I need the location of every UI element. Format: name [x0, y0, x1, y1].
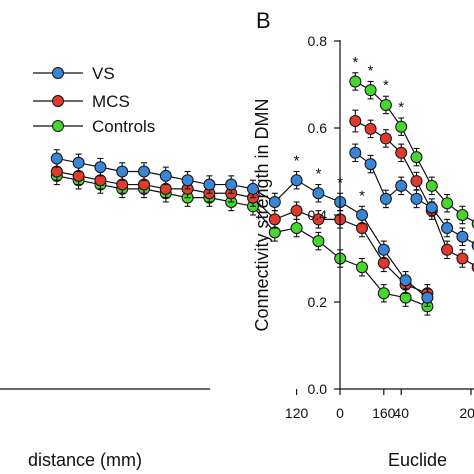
panel-b-point-vs	[364, 158, 377, 171]
legend-marker-controls	[52, 120, 64, 132]
panel-a-x-ticks: 120 160 200	[285, 389, 474, 421]
panel-a-series	[50, 149, 434, 316]
panel-b-point-vs	[410, 192, 423, 205]
panel-b-point-vs	[456, 230, 469, 243]
legend-marker-vs	[52, 67, 64, 79]
panel-b-point-vs	[349, 146, 362, 159]
panel-a-point-vs	[203, 178, 216, 191]
panel-a-point-controls	[312, 235, 325, 248]
panel-b-x-tick-label: 0	[336, 405, 344, 421]
panel-b-label: B	[256, 8, 271, 33]
panel-b-point-controls	[425, 179, 438, 192]
legend-label-mcs: MCS	[92, 92, 130, 111]
panel-b-y-tick-label: 0.6	[308, 120, 328, 136]
legend-marker-mcs	[52, 95, 64, 107]
panel-b-significance-star: *	[368, 62, 374, 79]
panel-b-y-tick-label: 0.4	[308, 207, 328, 223]
panel-b-point-mcs	[364, 122, 377, 135]
panel-a-point-controls	[356, 261, 368, 274]
panel-b-y-tick-label: 0.8	[308, 33, 328, 49]
legend-item-vs: VS	[33, 64, 115, 83]
panel-a-x-axis-label: distance (mm)	[28, 450, 142, 470]
panel-a-significance-marks: ****	[294, 153, 365, 205]
panel-b-point-vs	[425, 201, 438, 214]
panel-b-significance-star: *	[398, 99, 404, 116]
panel-b-series-line-mcs	[355, 120, 474, 266]
panel-a-significance-star: *	[315, 166, 321, 183]
panel-b-x-tick-label: 40	[393, 405, 409, 421]
legend-label-vs: VS	[92, 64, 115, 83]
panel-b-significance-star: *	[352, 54, 358, 71]
panel-b-point-controls	[410, 151, 423, 164]
panel-b-point-controls	[364, 84, 377, 97]
panel-a-point-mcs	[312, 213, 325, 226]
panel-a-point-vs	[356, 209, 368, 221]
panel-a-point-vs	[312, 187, 325, 200]
panel-a-significance-star: *	[294, 153, 300, 170]
panel-b-point-mcs	[410, 175, 423, 188]
panel-b-point-mcs	[349, 115, 362, 128]
legend-label-controls: Controls	[92, 117, 155, 136]
legend-item-controls: Controls	[33, 117, 155, 136]
panel-b-point-controls	[441, 197, 454, 210]
panel-a-point-vs	[268, 195, 281, 208]
panel-a-point-mcs	[290, 204, 303, 217]
panel-a-point-vs	[138, 165, 150, 178]
panel-a-point-vs	[94, 161, 107, 174]
panel-b-y-tick-label: 0.0	[308, 381, 328, 397]
panel-a-point-vs	[116, 165, 129, 178]
panel-b-x-ticks: 0 40	[336, 389, 409, 421]
panel-a: 120 160 200 * * * * distance (mm) VS MCS Cont…	[0, 64, 474, 470]
panel-b-point-vs	[395, 179, 408, 192]
panel-b-significance-marks: * * * *	[352, 54, 404, 116]
panel-b-y-axis-label: Connectivity strength in DMN	[252, 98, 272, 331]
panel-a-point-mcs	[268, 213, 281, 226]
panel-b-series-line-controls	[355, 80, 474, 223]
panel-a-x-tick-label: 160	[372, 405, 396, 421]
panel-a-point-vs	[159, 169, 172, 182]
panel-b-point-controls	[395, 120, 408, 133]
panel-a-point-vs	[399, 274, 412, 287]
panel-b-series	[349, 72, 474, 272]
panel-a-point-vs	[290, 174, 303, 187]
panel-b-point-controls	[379, 98, 392, 111]
panel-a-point-controls	[377, 287, 390, 300]
panel-b-x-axis-label: Euclide	[388, 450, 447, 470]
panel-b-point-controls	[456, 209, 469, 221]
panel-b-point-mcs	[456, 252, 469, 265]
panel-b: B 0.0 0.2 0.4 0.6 0.8 0 40 * * * * Connectivity …	[252, 8, 474, 470]
panel-b-series-line-vs	[354, 152, 474, 245]
panel-b-point-mcs	[441, 243, 454, 256]
panel-a-point-vs	[421, 291, 434, 304]
panel-b-point-controls	[349, 75, 362, 88]
panel-b-y-tick-label: 0.2	[308, 294, 328, 310]
panel-b-point-mcs	[379, 132, 392, 145]
panel-a-significance-star: *	[359, 187, 365, 204]
panel-a-x-tick-label: 200	[459, 405, 474, 421]
panel-a-point-controls	[290, 222, 303, 235]
legend: VS MCS Controls	[33, 64, 155, 136]
panel-a-point-vs	[247, 182, 259, 195]
panel-a-series-line-mcs	[56, 170, 428, 294]
panel-b-point-mcs	[395, 146, 408, 159]
panel-a-point-vs	[50, 152, 63, 165]
panel-a-point-vs	[377, 243, 390, 256]
legend-item-mcs: MCS	[33, 92, 130, 111]
panel-a-series-line-vs	[56, 157, 428, 299]
panel-a-point-vs	[225, 178, 238, 191]
panel-a-point-vs	[181, 174, 194, 187]
panel-b-significance-star: *	[383, 77, 389, 94]
panel-b-y-ticks: 0.0 0.2 0.4 0.6 0.8	[308, 33, 340, 397]
panel-b-point-vs	[379, 192, 392, 205]
panel-b-point-vs	[441, 222, 454, 235]
panel-a-point-vs	[72, 156, 85, 169]
panel-a-x-tick-label: 120	[285, 405, 309, 421]
